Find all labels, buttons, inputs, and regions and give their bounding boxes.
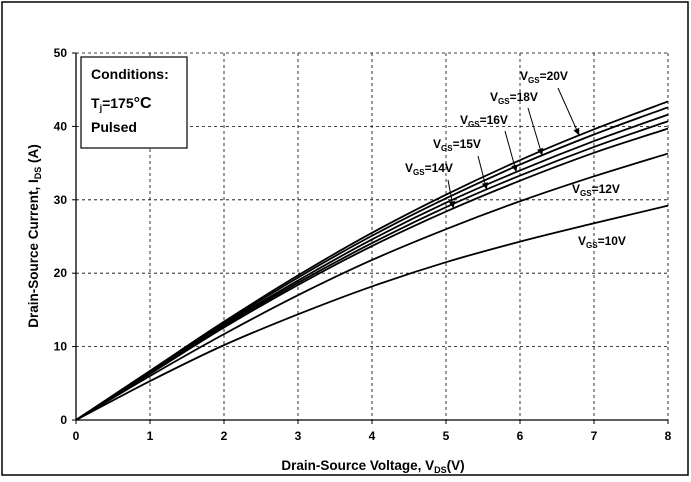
y-tick-label: 10 [54, 340, 68, 354]
conditions-mode: Pulsed [91, 119, 137, 135]
series-lines [75, 100, 669, 421]
series-label-vgs=20v: VGS=20V [520, 69, 568, 85]
series-label-vgs=14v: VGS=14V [405, 161, 453, 177]
x-tick-label: 3 [295, 429, 302, 443]
x-axis-title: Drain-Source Voltage, VDS(V) [281, 458, 464, 475]
series-label-vgs=10v: VGS=10V [578, 234, 626, 250]
x-tick-label: 1 [147, 429, 154, 443]
y-tick-label: 40 [54, 119, 68, 133]
label-arrow [527, 107, 543, 156]
label-arrowhead [481, 182, 489, 190]
x-tick-label: 2 [221, 429, 228, 443]
y-axis-title: Drain-Source Current, IDS (A) [26, 144, 43, 328]
y-tick-labels: 0 10 20 30 40 50 [54, 46, 68, 427]
conditions-title: Conditions: [91, 66, 169, 82]
conditions-box: Conditions: Tj=175°C Pulsed [80, 56, 188, 149]
label-arrowhead [448, 200, 456, 209]
conditions-border [80, 56, 188, 149]
series-label-vgs=18v: VGS=18V [490, 90, 538, 106]
axes [72, 52, 669, 424]
x-tick-label: 6 [517, 429, 524, 443]
x-tick-label: 5 [443, 429, 450, 443]
label-arrow [504, 130, 517, 173]
label-arrowhead [511, 164, 518, 173]
series-label-vgs=16v: VGS=16V [460, 113, 508, 129]
label-arrowhead [573, 127, 580, 136]
series-line-vgs=12v [75, 152, 669, 421]
series-line-vgs=10v [75, 204, 669, 421]
x-tick-label: 8 [665, 429, 672, 443]
series-label-vgs=12v: VGS=12V [572, 182, 620, 198]
x-tick-label: 4 [369, 429, 376, 443]
series-label-vgs=15v: VGS=15V [433, 137, 481, 153]
series-line-vgs=20v [75, 100, 669, 421]
conditions-temperature: Tj=175°C [91, 95, 152, 113]
y-tick-label: 50 [54, 46, 68, 60]
y-tick-label: 30 [54, 193, 68, 207]
y-tick-label: 20 [54, 266, 68, 280]
series-labels: VGS=10V VGS=12V VGS=14V VGS=15V VGS=16V VGS=1… [405, 69, 626, 250]
x-tick-label: 0 [73, 429, 80, 443]
x-tick-label: 7 [591, 429, 598, 443]
x-tick-labels: 0 1 2 3 4 5 6 7 8 [73, 429, 672, 443]
label-arrow [557, 87, 580, 136]
y-tick-label: 0 [60, 413, 67, 427]
label-arrowhead [537, 147, 544, 156]
